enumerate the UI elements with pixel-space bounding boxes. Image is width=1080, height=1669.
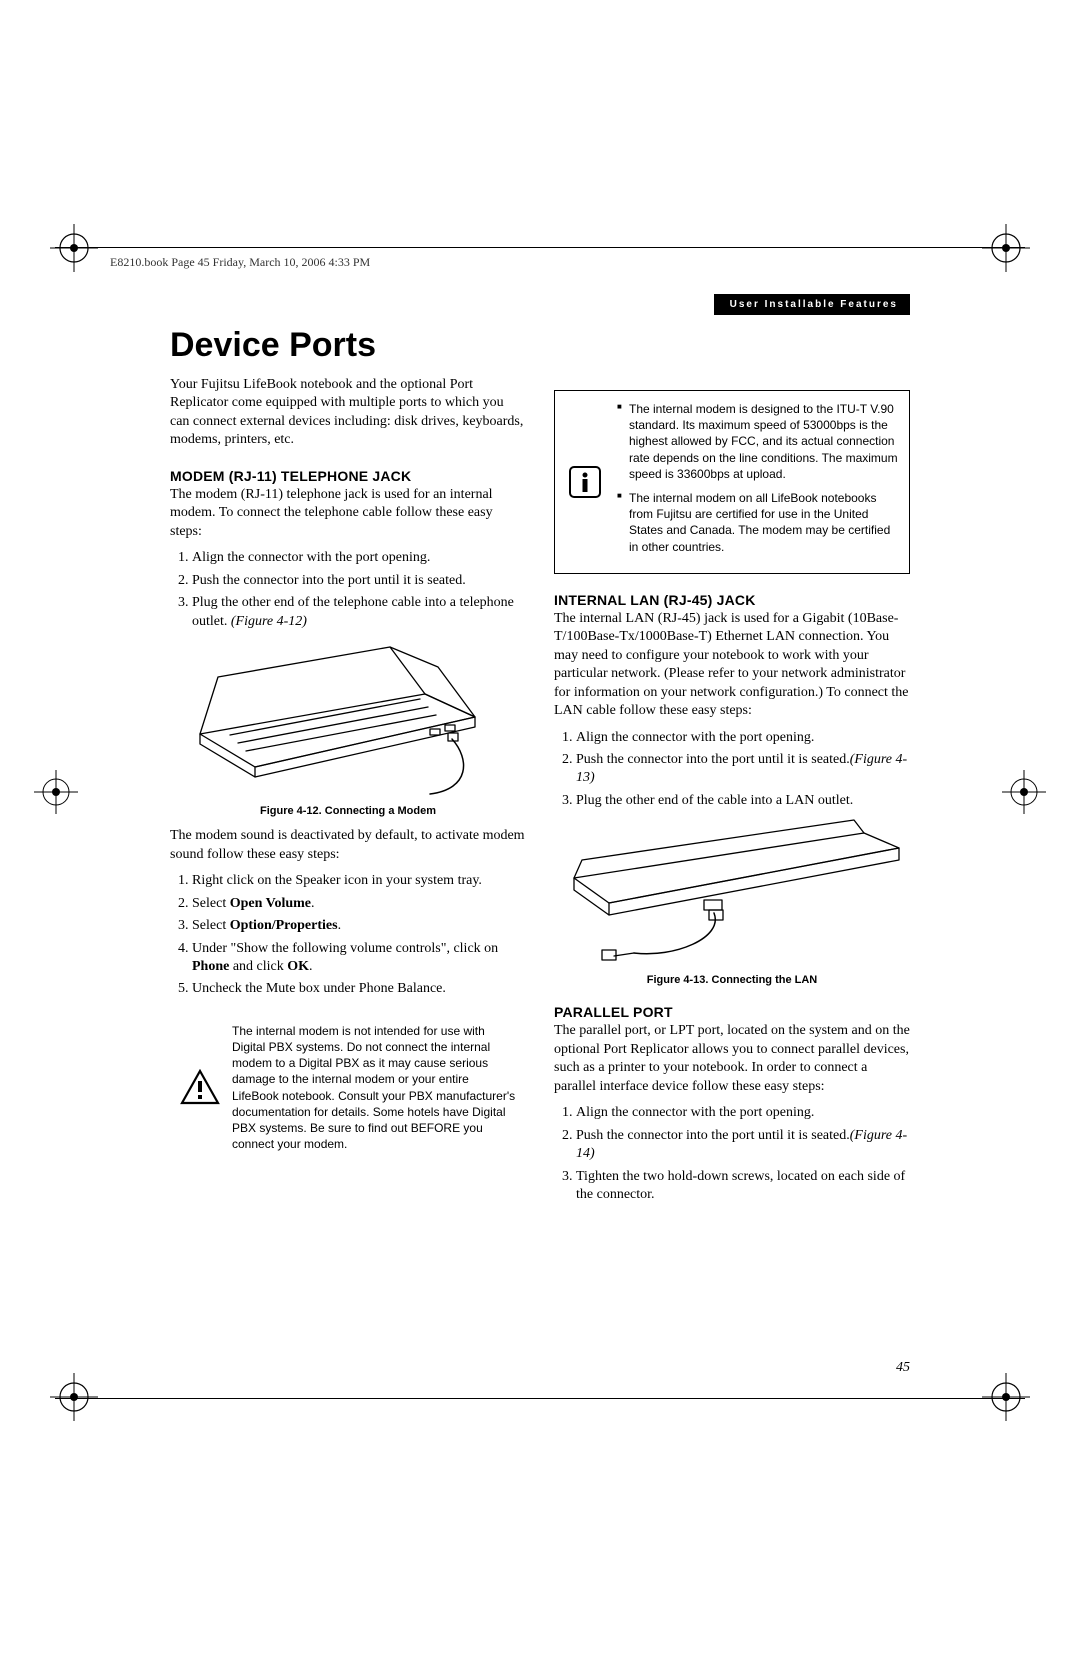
modem-heading: MODEM (RJ-11) TELEPHONE JACK [170,468,526,484]
crop-mark-icon [50,1373,98,1421]
step-text: Push the connector into the port until i… [576,752,850,767]
lan-steps: Align the connector with the port openin… [554,729,910,811]
warning-icon [178,1023,222,1153]
lan-heading: INTERNAL LAN (RJ-45) JACK [554,592,910,608]
figure-modem-caption: Figure 4-12. Connecting a Modem [170,805,526,817]
list-item: Uncheck the Mute box under Phone Balance… [192,980,526,998]
list-item: Plug the other end of the cable into a L… [576,792,910,810]
crop-mark-icon [50,224,98,272]
right-column: The internal modem is designed to the IT… [554,376,910,1213]
modem-intro: The modem (RJ-11) telephone jack is used… [170,486,526,541]
list-item: Push the connector into the port until i… [576,751,910,788]
figure-modem [170,639,526,799]
registration-mark-icon [1002,770,1046,814]
list-item: Select Open Volume. [192,895,526,913]
step-text: Push the connector into the port until i… [576,1128,850,1143]
lan-intro: The internal LAN (RJ-45) jack is used fo… [554,610,910,721]
list-item: Align the connector with the port openin… [192,549,526,567]
bold-text: OK [287,959,309,974]
two-column-layout: Your Fujitsu LifeBook notebook and the o… [170,376,910,1213]
page-title: Device Ports [170,326,376,365]
modem-sound-steps: Right click on the Speaker icon in your … [170,872,526,999]
parallel-heading: PARALLEL PORT [554,1004,910,1020]
modem-sound-intro: The modem sound is deactivated by defaul… [170,827,526,864]
intro-paragraph: Your Fujitsu LifeBook notebook and the o… [170,376,526,450]
info-note-content: The internal modem is designed to the IT… [617,401,899,563]
list-item: Right click on the Speaker icon in your … [192,872,526,890]
list-item: Tighten the two hold-down screws, locate… [576,1168,910,1205]
list-item: Under "Show the following volume control… [192,940,526,977]
bold-text: Open Volume [230,896,311,911]
crop-mark-icon [982,224,1030,272]
page-content: User Installable Features Device Ports Y… [170,226,910,1336]
step-text: Select [192,918,230,933]
parallel-steps: Align the connector with the port openin… [554,1104,910,1204]
figure-lan-caption: Figure 4-13. Connecting the LAN [554,974,910,986]
figure-ref: (Figure 4-12) [227,614,307,629]
info-note-item: The internal modem is designed to the IT… [617,401,899,482]
crop-mark-icon [982,1373,1030,1421]
list-item: Select Option/Properties. [192,917,526,935]
crop-line-bottom [55,1398,1025,1399]
registration-mark-icon [34,770,78,814]
bold-text: Option/Properties [230,918,338,933]
info-note: The internal modem is designed to the IT… [554,390,910,574]
figure-lan [554,818,910,968]
step-text: and click [229,959,287,974]
list-item: Plug the other end of the telephone cabl… [192,594,526,631]
step-text: Under "Show the following volume control… [192,941,498,956]
left-column: Your Fujitsu LifeBook notebook and the o… [170,376,526,1213]
bold-text: Phone [192,959,229,974]
step-text: Select [192,896,230,911]
list-item: Align the connector with the port openin… [576,1104,910,1122]
list-item: Push the connector into the port until i… [576,1127,910,1164]
warning-note: The internal modem is not intended for u… [170,1013,526,1163]
warning-text: The internal modem is not intended for u… [232,1023,516,1153]
modem-steps: Align the connector with the port openin… [170,549,526,631]
chapter-bar: User Installable Features [714,294,910,315]
info-icon [563,401,607,563]
parallel-intro: The parallel port, or LPT port, located … [554,1022,910,1096]
info-note-item: The internal modem on all LifeBook noteb… [617,490,899,555]
page-number: 45 [896,1360,910,1376]
list-item: Align the connector with the port openin… [576,729,910,747]
list-item: Push the connector into the port until i… [192,572,526,590]
